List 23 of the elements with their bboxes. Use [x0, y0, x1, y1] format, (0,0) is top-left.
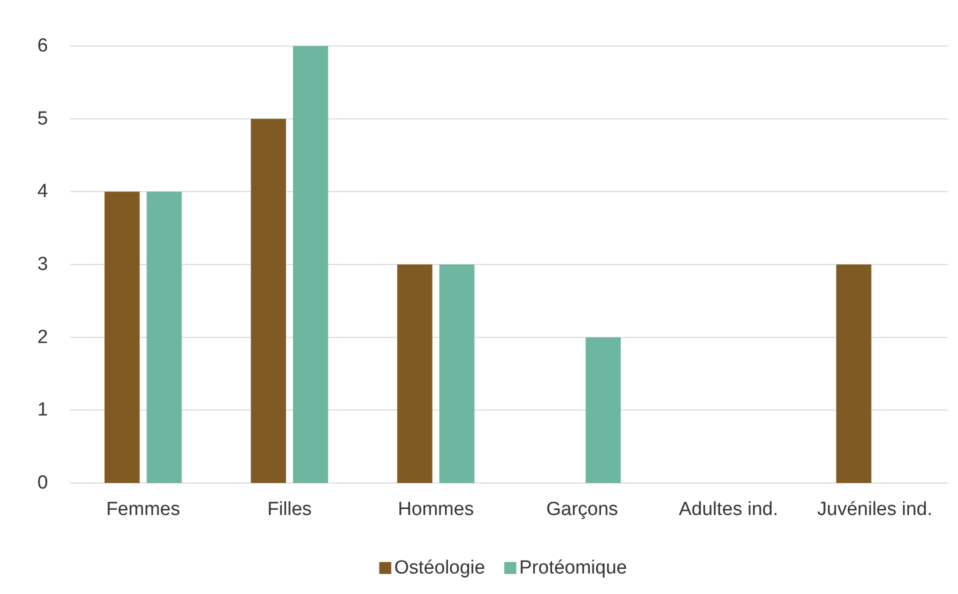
x-tick-label: Hommes [398, 499, 474, 520]
x-tick-label: Juvéniles ind. [817, 499, 932, 520]
bar [104, 192, 140, 483]
x-tick-label: Filles [267, 499, 312, 520]
legend-label: Protéomique [519, 558, 627, 578]
bar [836, 264, 872, 483]
bar [146, 192, 182, 483]
y-tick-label: 4 [37, 181, 48, 202]
y-tick-label: 0 [37, 472, 48, 494]
x-tick-label: Garçons [546, 499, 618, 520]
y-tick-label: 5 [37, 108, 48, 130]
legend-label: Ostéologie [394, 558, 486, 578]
x-tick-label: Adultes ind. [678, 499, 778, 520]
y-tick-label: 6 [37, 36, 48, 56]
y-tick-label: 3 [37, 254, 48, 275]
bar [250, 118, 286, 483]
y-tick-label: 1 [37, 400, 48, 421]
bar [439, 264, 474, 483]
y-tick-label: 2 [37, 326, 48, 348]
x-tick-label: Femmes [106, 499, 180, 520]
bar [293, 46, 328, 483]
bar [586, 337, 621, 483]
bar [397, 264, 432, 483]
